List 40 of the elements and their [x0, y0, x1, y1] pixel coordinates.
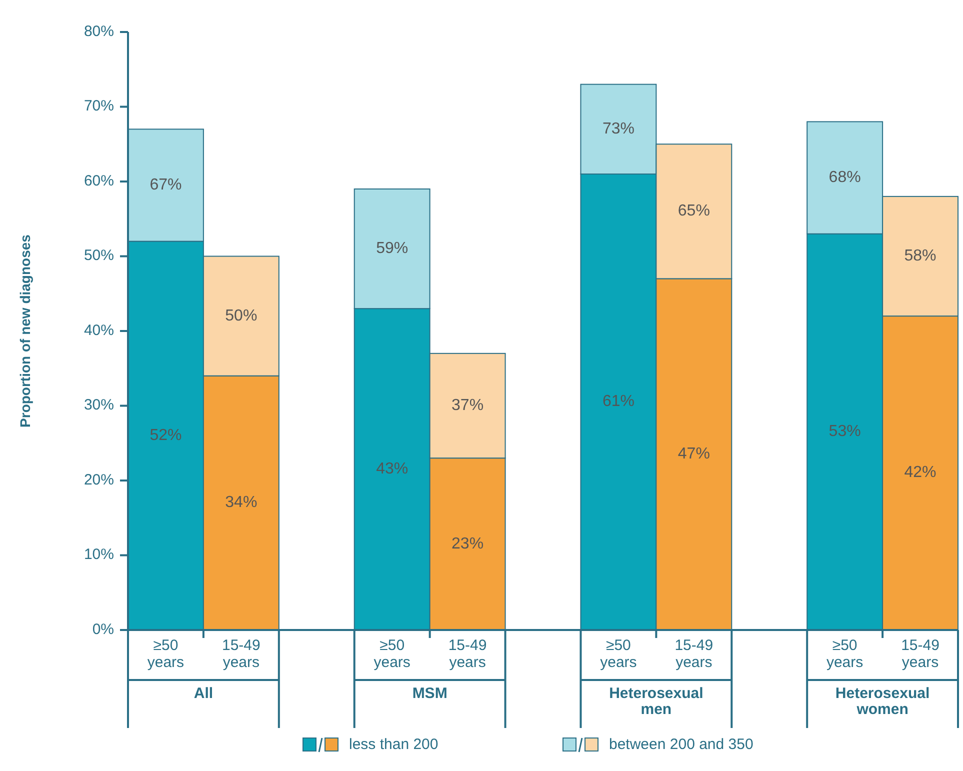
y-tick-label: 80%	[84, 22, 114, 40]
data-label: 23%	[452, 535, 484, 552]
legend-label: less than 200	[349, 736, 438, 753]
data-label: 61%	[602, 393, 634, 410]
y-tick-label: 10%	[84, 546, 114, 564]
total-label: 68%	[828, 168, 861, 186]
x-tick-label: 15-49 years	[901, 637, 940, 671]
text: MSM	[412, 685, 448, 702]
data-label: 47%	[678, 446, 710, 463]
data-label: 52%	[150, 426, 182, 444]
x-tick-label: 15-49 years	[674, 637, 714, 671]
text: Heterosexual men	[609, 685, 704, 718]
text: All	[194, 685, 214, 702]
data-label: 43%	[376, 460, 408, 478]
data-label: 42%	[904, 464, 936, 482]
legend-label: between 200 and 350	[609, 736, 754, 753]
x-tick-label: ≥50 years	[374, 637, 410, 671]
x-tick-label: ≥50 years	[826, 637, 864, 671]
data-label: 34%	[225, 494, 258, 512]
x-tick-label: 15-49 years	[448, 637, 487, 671]
y-tick-label: 0%	[92, 620, 114, 638]
y-tick-label: 30%	[84, 396, 114, 414]
x-tick-label: ≥50 years	[147, 637, 184, 671]
total-label: 58%	[904, 247, 936, 264]
total-label: 37%	[452, 396, 484, 414]
x-tick-label: ≥50 years	[600, 637, 637, 671]
y-tick-label: 20%	[84, 471, 114, 488]
text: Heterosexual women	[835, 685, 930, 718]
total-label: 73%	[602, 120, 634, 138]
x-tick-label: 15-49 years	[222, 637, 260, 671]
y-tick-label: 40%	[84, 322, 114, 339]
data-label: 53%	[828, 423, 861, 440]
y-tick-label: 60%	[84, 172, 114, 190]
y-axis-title: Proportion of new diagnoses	[17, 234, 33, 428]
total-label: 65%	[678, 202, 710, 220]
total-label: 67%	[150, 176, 182, 194]
total-label: 59%	[376, 240, 408, 258]
y-tick-label: 70%	[84, 98, 114, 115]
total-label: 50%	[225, 307, 258, 324]
y-tick-label: 50%	[84, 247, 114, 264]
